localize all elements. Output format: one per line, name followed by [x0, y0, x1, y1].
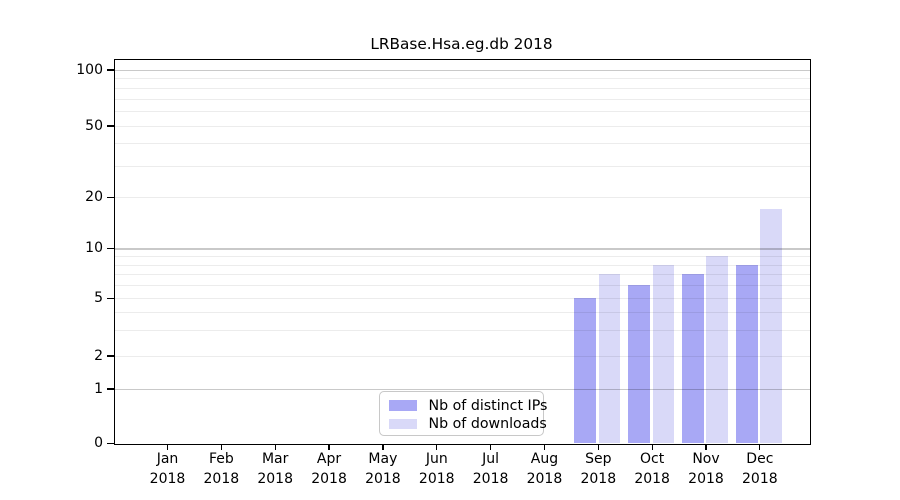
x-tick-mark [543, 444, 546, 450]
x-tick-mark [436, 444, 438, 450]
minor-gridline [114, 98, 810, 100]
y-tick-mark [106, 69, 115, 71]
legend-swatch-distinct-ips [388, 400, 417, 411]
x-tick-label: Feb 2018 [203, 451, 240, 487]
minor-gridline [114, 330, 810, 332]
y-tick-mark [106, 442, 115, 444]
x-tick-label: Sep 2018 [580, 451, 617, 487]
x-tick-mark [274, 444, 276, 450]
x-tick-label: Jul 2018 [472, 451, 509, 487]
major-gridline [114, 69, 810, 71]
y-tick-label: 2 [94, 347, 103, 364]
y-tick-mark [106, 388, 115, 390]
minor-gridline [114, 355, 810, 357]
bar-downloads [706, 256, 729, 443]
y-tick-mark [106, 355, 115, 357]
x-tick-label: Jun 2018 [418, 451, 455, 487]
y-tick-label: 20 [85, 189, 103, 206]
x-tick-label: Dec 2018 [742, 451, 778, 487]
bar-distinct-ips [628, 285, 651, 443]
x-tick-label: Jan 2018 [149, 451, 186, 487]
x-tick-label: Nov 2018 [688, 451, 724, 487]
x-tick-label: Oct 2018 [634, 451, 670, 487]
x-tick-mark [489, 444, 492, 450]
y-tick-mark [106, 248, 115, 250]
x-tick-mark [166, 444, 169, 450]
legend-swatch-downloads [388, 418, 417, 430]
x-tick-label: Mar 2018 [257, 451, 293, 487]
y-tick-label: 0 [94, 434, 103, 451]
y-tick-label: 10 [85, 240, 103, 257]
minor-gridline [114, 285, 810, 287]
y-tick-label: 5 [94, 290, 103, 307]
bar-downloads [598, 274, 621, 443]
y-tick-mark [106, 196, 115, 199]
bar-distinct-ips [736, 264, 758, 443]
minor-gridline [114, 256, 810, 258]
bar-distinct-ips [574, 298, 597, 443]
minor-gridline [114, 264, 810, 266]
minor-gridline [114, 78, 810, 80]
minor-gridline [114, 312, 810, 314]
x-tick-mark [220, 444, 222, 450]
bar-distinct-ips [682, 274, 704, 443]
legend-label-downloads: Nb of downloads [428, 416, 547, 432]
x-tick-label: Apr 2018 [311, 451, 347, 487]
chart-title: LRBase.Hsa.eg.db 2018 [370, 35, 553, 53]
minor-gridline [114, 165, 810, 167]
y-tick-mark [106, 125, 115, 127]
minor-gridline [114, 274, 810, 276]
legend-label-distinct-ips: Nb of distinct IPs [428, 397, 548, 414]
x-tick-mark [597, 444, 599, 450]
plot-area [113, 58, 811, 445]
minor-gridline [114, 143, 810, 145]
minor-gridline [114, 87, 810, 89]
minor-gridline [114, 110, 810, 112]
y-tick-mark [106, 298, 115, 300]
major-gridline [114, 388, 810, 390]
major-gridline [114, 248, 810, 250]
y-tick-label: 50 [85, 117, 103, 134]
bar-downloads [760, 209, 783, 443]
legend: Nb of distinct IPs Nb of downloads [378, 390, 547, 436]
x-tick-label: Aug 2018 [526, 451, 563, 487]
y-tick-label: 100 [76, 61, 103, 78]
x-tick-mark [759, 444, 761, 450]
x-tick-mark [651, 444, 653, 450]
legend-item-distinct-ips: Nb of distinct IPs [388, 397, 547, 415]
x-tick-mark [328, 444, 330, 450]
minor-gridline [114, 197, 810, 199]
minor-gridline [114, 298, 810, 300]
x-tick-mark [705, 444, 707, 450]
bar-downloads [652, 264, 675, 443]
y-tick-label: 1 [94, 380, 103, 397]
legend-item-downloads: Nb of downloads [388, 415, 547, 433]
x-tick-label: May 2018 [365, 451, 401, 487]
x-tick-mark [382, 444, 384, 450]
minor-gridline [114, 125, 810, 127]
